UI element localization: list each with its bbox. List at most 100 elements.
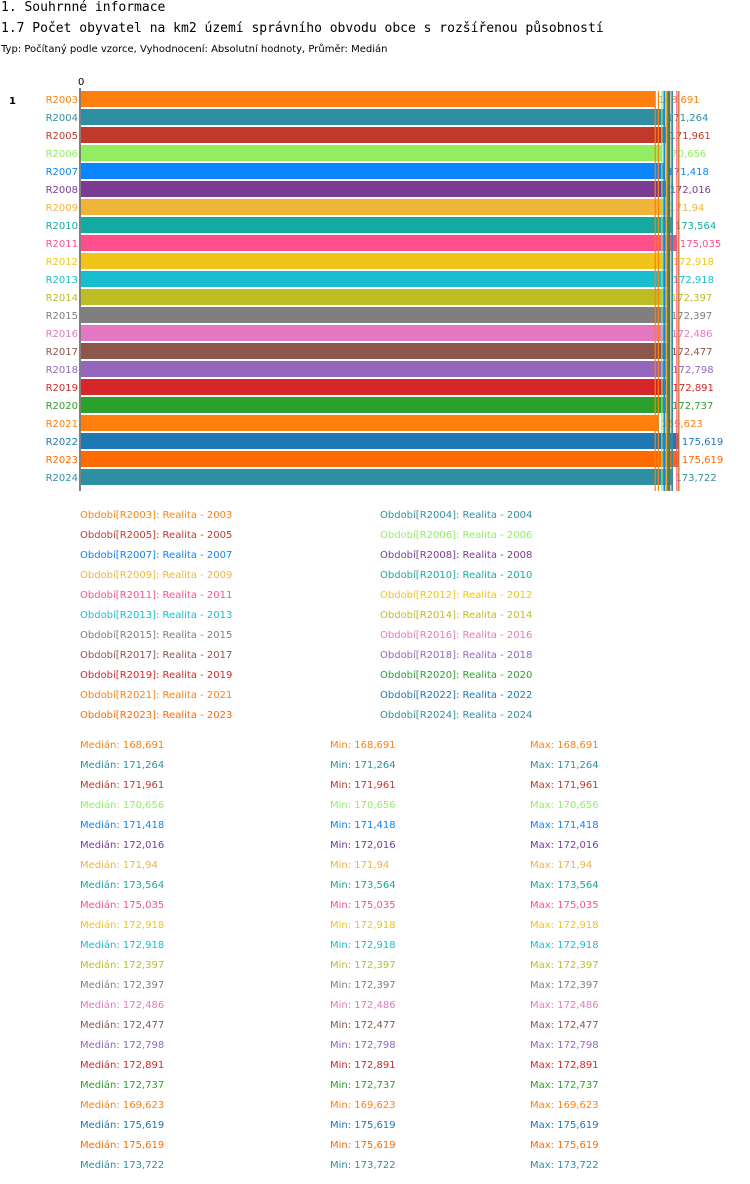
max-value: Max: 172,016 bbox=[530, 840, 599, 851]
max-value: Max: 171,94 bbox=[530, 860, 593, 871]
bar-r2021 bbox=[81, 415, 659, 431]
min-value: Min: 175,619 bbox=[330, 1140, 396, 1151]
bar-r2007 bbox=[81, 163, 665, 179]
max-value: Max: 173,564 bbox=[530, 880, 599, 891]
legend-item: Období[R2014]: Realita - 2014 bbox=[380, 610, 533, 621]
value-label: 172,486 bbox=[671, 329, 712, 340]
value-label: 175,619 bbox=[682, 455, 723, 466]
bar-r2012 bbox=[81, 253, 670, 269]
value-label: 171,264 bbox=[667, 113, 708, 124]
max-value: Max: 172,477 bbox=[530, 1020, 599, 1031]
bar-r2020 bbox=[81, 397, 670, 413]
bar-r2019 bbox=[81, 379, 670, 395]
min-value: Min: 173,722 bbox=[330, 1160, 396, 1171]
bar-r2024 bbox=[81, 469, 673, 485]
max-value: Max: 172,737 bbox=[530, 1080, 599, 1091]
max-value: Max: 168,691 bbox=[530, 740, 599, 751]
legend-item: Období[R2005]: Realita - 2005 bbox=[80, 530, 233, 541]
bar-r2005 bbox=[81, 127, 667, 143]
legend-item: Období[R2018]: Realita - 2018 bbox=[380, 650, 533, 661]
value-label: 172,798 bbox=[672, 365, 713, 376]
value-label: 172,016 bbox=[670, 185, 711, 196]
value-label: 175,035 bbox=[680, 239, 721, 250]
median-value: Medián: 172,737 bbox=[80, 1080, 165, 1091]
legend-item: Období[R2009]: Realita - 2009 bbox=[80, 570, 233, 581]
bar-r2004 bbox=[81, 109, 665, 125]
bar-r2014 bbox=[81, 289, 668, 305]
group-label: 1 bbox=[9, 96, 16, 107]
median-value: Medián: 170,656 bbox=[80, 800, 165, 811]
min-value: Min: 172,477 bbox=[330, 1020, 396, 1031]
bar-r2013 bbox=[81, 271, 670, 287]
category-label: R2005 bbox=[46, 131, 78, 142]
min-value: Min: 172,891 bbox=[330, 1060, 396, 1071]
chart-subtitle: Typ: Počítaný podle vzorce, Vyhodnocení:… bbox=[1, 44, 388, 55]
value-label: 172,397 bbox=[671, 311, 712, 322]
legend-item: Období[R2020]: Realita - 2020 bbox=[380, 670, 533, 681]
value-label: 171,418 bbox=[668, 167, 709, 178]
max-value: Max: 171,418 bbox=[530, 820, 599, 831]
category-label: R2008 bbox=[46, 185, 78, 196]
max-value: Max: 171,961 bbox=[530, 780, 599, 791]
category-label: R2009 bbox=[46, 203, 78, 214]
max-value: Max: 169,623 bbox=[530, 1100, 599, 1111]
bar-r2016 bbox=[81, 325, 669, 341]
min-value: Min: 175,619 bbox=[330, 1120, 396, 1131]
max-value: Max: 175,619 bbox=[530, 1120, 599, 1131]
median-value: Medián: 171,961 bbox=[80, 780, 165, 791]
category-label: R2016 bbox=[46, 329, 78, 340]
category-label: R2020 bbox=[46, 401, 78, 412]
bar-r2008 bbox=[81, 181, 667, 197]
min-value: Min: 171,961 bbox=[330, 780, 396, 791]
min-value: Min: 172,918 bbox=[330, 940, 396, 951]
legend-item: Období[R2016]: Realita - 2016 bbox=[380, 630, 533, 641]
min-value: Min: 171,94 bbox=[330, 860, 390, 871]
max-value: Max: 172,918 bbox=[530, 940, 599, 951]
median-value: Medián: 175,035 bbox=[80, 900, 165, 911]
category-label: R2017 bbox=[46, 347, 78, 358]
category-label: R2019 bbox=[46, 383, 78, 394]
legend-item: Období[R2019]: Realita - 2019 bbox=[80, 670, 233, 681]
axis-zero-label: 0 bbox=[78, 77, 84, 88]
min-value: Min: 170,656 bbox=[330, 800, 396, 811]
bar-r2017 bbox=[81, 343, 669, 359]
max-value: Max: 170,656 bbox=[530, 800, 599, 811]
value-label: 172,737 bbox=[672, 401, 713, 412]
value-label: 173,564 bbox=[675, 221, 716, 232]
category-label: R2022 bbox=[46, 437, 78, 448]
median-value: Medián: 172,918 bbox=[80, 920, 165, 931]
legend-item: Období[R2008]: Realita - 2008 bbox=[380, 550, 533, 561]
median-value: Medián: 172,397 bbox=[80, 960, 165, 971]
min-value: Min: 169,623 bbox=[330, 1100, 396, 1111]
median-value: Medián: 171,264 bbox=[80, 760, 165, 771]
category-label: R2015 bbox=[46, 311, 78, 322]
max-value: Max: 175,619 bbox=[530, 1140, 599, 1151]
max-value: Max: 173,722 bbox=[530, 1160, 599, 1171]
legend-item: Období[R2011]: Realita - 2011 bbox=[80, 590, 233, 601]
min-value: Min: 172,397 bbox=[330, 980, 396, 991]
category-label: R2018 bbox=[46, 365, 78, 376]
median-value: Medián: 173,722 bbox=[80, 1160, 165, 1171]
bar-r2006 bbox=[81, 145, 662, 161]
value-label: 169,623 bbox=[661, 419, 702, 430]
min-value: Min: 172,016 bbox=[330, 840, 396, 851]
bar-r2009 bbox=[81, 199, 667, 215]
section-heading: 1. Souhrnné informace bbox=[1, 0, 166, 15]
category-label: R2004 bbox=[46, 113, 78, 124]
category-label: R2007 bbox=[46, 167, 78, 178]
value-label: 171,94 bbox=[669, 203, 704, 214]
bar-r2010 bbox=[81, 217, 672, 233]
value-label: 175,619 bbox=[682, 437, 723, 448]
median-value: Medián: 171,94 bbox=[80, 860, 158, 871]
legend-item: Období[R2013]: Realita - 2013 bbox=[80, 610, 233, 621]
legend-item: Období[R2004]: Realita - 2004 bbox=[380, 510, 533, 521]
min-value: Min: 172,918 bbox=[330, 920, 396, 931]
value-label: 172,918 bbox=[673, 257, 714, 268]
max-value: Max: 175,035 bbox=[530, 900, 599, 911]
bar-r2023 bbox=[81, 451, 679, 467]
legend-item: Období[R2021]: Realita - 2021 bbox=[80, 690, 233, 701]
category-label: R2023 bbox=[46, 455, 78, 466]
legend-item: Období[R2006]: Realita - 2006 bbox=[380, 530, 533, 541]
category-label: R2014 bbox=[46, 293, 78, 304]
